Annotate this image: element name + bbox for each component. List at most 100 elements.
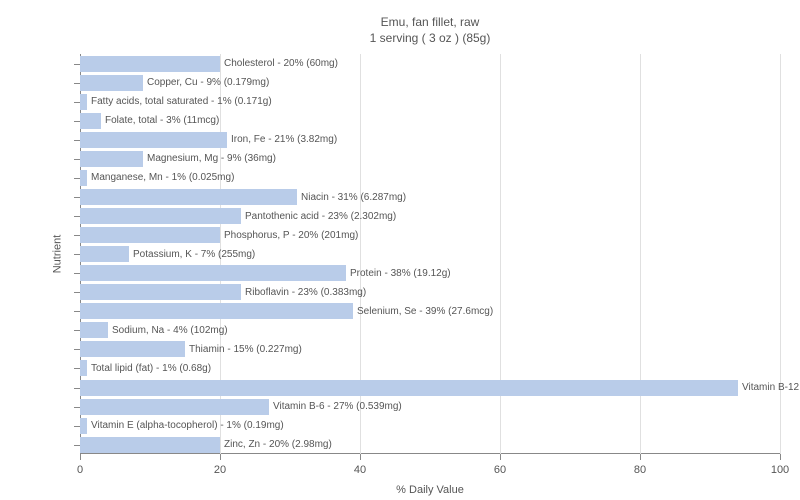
y-tick	[74, 197, 80, 198]
bar	[80, 284, 241, 300]
bar-row: Magnesium, Mg - 9% (36mg)	[80, 151, 276, 167]
bar-row: Sodium, Na - 4% (102mg)	[80, 322, 228, 338]
plot-area: Nutrient % Daily Value 020406080100Chole…	[80, 54, 780, 454]
y-tick	[74, 368, 80, 369]
bar-label: Folate, total - 3% (11mcg)	[105, 115, 219, 126]
bar-label: Manganese, Mn - 1% (0.025mg)	[91, 172, 234, 183]
x-axis-line	[80, 453, 780, 454]
y-tick	[74, 349, 80, 350]
y-tick	[74, 388, 80, 389]
y-tick	[74, 64, 80, 65]
bar	[80, 360, 87, 376]
bar-row: Potassium, K - 7% (255mg)	[80, 246, 255, 262]
x-tick-label: 60	[494, 464, 506, 476]
x-axis-title: % Daily Value	[396, 484, 464, 496]
bar-row: Selenium, Se - 39% (27.6mcg)	[80, 303, 493, 319]
y-tick	[74, 426, 80, 427]
bar-label: Magnesium, Mg - 9% (36mg)	[147, 153, 276, 164]
bar-row: Vitamin E (alpha-tocopherol) - 1% (0.19m…	[80, 418, 284, 434]
y-tick	[74, 83, 80, 84]
bar-row: Phosphorus, P - 20% (201mg)	[80, 227, 358, 243]
bar-row: Pantothenic acid - 23% (2.302mg)	[80, 208, 396, 224]
bar-row: Protein - 38% (19.12g)	[80, 265, 451, 281]
bar	[80, 303, 353, 319]
bar-row: Niacin - 31% (6.287mg)	[80, 189, 406, 205]
bar-label: Selenium, Se - 39% (27.6mcg)	[357, 306, 493, 317]
x-tick-label: 40	[354, 464, 366, 476]
y-tick	[74, 407, 80, 408]
bar-row: Cholesterol - 20% (60mg)	[80, 56, 338, 72]
x-tick	[500, 454, 501, 460]
bar-label: Pantothenic acid - 23% (2.302mg)	[245, 211, 396, 222]
y-tick	[74, 254, 80, 255]
y-tick	[74, 121, 80, 122]
bar-row: Total lipid (fat) - 1% (0.68g)	[80, 360, 211, 376]
y-tick	[74, 445, 80, 446]
x-tick-label: 0	[77, 464, 83, 476]
bar-label: Fatty acids, total saturated - 1% (0.171…	[91, 96, 272, 107]
bar-row: Vitamin B-12 - 94% (5.67mcg)	[80, 380, 800, 396]
x-tick	[640, 454, 641, 460]
y-tick	[74, 311, 80, 312]
bar	[80, 265, 346, 281]
bar-label: Riboflavin - 23% (0.383mg)	[245, 287, 366, 298]
bar	[80, 380, 738, 396]
x-tick-label: 20	[214, 464, 226, 476]
bar-label: Potassium, K - 7% (255mg)	[133, 249, 255, 260]
x-tick	[360, 454, 361, 460]
chart-title-line2: 1 serving ( 3 oz ) (85g)	[70, 31, 790, 47]
bar	[80, 418, 87, 434]
bar-row: Vitamin B-6 - 27% (0.539mg)	[80, 399, 402, 415]
chart-title-line1: Emu, fan fillet, raw	[70, 15, 790, 31]
bar-row: Iron, Fe - 21% (3.82mg)	[80, 132, 337, 148]
bar	[80, 113, 101, 129]
x-tick-label: 80	[634, 464, 646, 476]
x-tick	[220, 454, 221, 460]
bar	[80, 341, 185, 357]
bar-label: Phosphorus, P - 20% (201mg)	[224, 230, 358, 241]
bar	[80, 227, 220, 243]
bar	[80, 75, 143, 91]
bar-label: Sodium, Na - 4% (102mg)	[112, 325, 228, 336]
bar-row: Folate, total - 3% (11mcg)	[80, 113, 219, 129]
bar-label: Iron, Fe - 21% (3.82mg)	[231, 134, 337, 145]
bar	[80, 56, 220, 72]
bar	[80, 151, 143, 167]
bar-label: Vitamin B-6 - 27% (0.539mg)	[273, 401, 402, 412]
y-tick	[74, 330, 80, 331]
bar	[80, 132, 227, 148]
bar	[80, 208, 241, 224]
y-tick	[74, 140, 80, 141]
bar	[80, 322, 108, 338]
y-tick	[74, 102, 80, 103]
bar	[80, 246, 129, 262]
y-tick	[74, 235, 80, 236]
bar	[80, 437, 220, 453]
y-tick	[74, 178, 80, 179]
bar	[80, 94, 87, 110]
bar-row: Zinc, Zn - 20% (2.98mg)	[80, 437, 332, 453]
y-tick	[74, 273, 80, 274]
bar	[80, 170, 87, 186]
bar-row: Thiamin - 15% (0.227mg)	[80, 341, 302, 357]
x-tick	[780, 454, 781, 460]
y-tick	[74, 292, 80, 293]
bar	[80, 189, 297, 205]
chart-title-block: Emu, fan fillet, raw 1 serving ( 3 oz ) …	[70, 15, 790, 46]
y-axis-title: Nutrient	[51, 235, 63, 274]
x-tick-label: 100	[771, 464, 789, 476]
x-tick	[80, 454, 81, 460]
bar-label: Zinc, Zn - 20% (2.98mg)	[224, 439, 332, 450]
bar-label: Thiamin - 15% (0.227mg)	[189, 344, 302, 355]
y-tick	[74, 159, 80, 160]
bar-label: Protein - 38% (19.12g)	[350, 268, 451, 279]
bar-row: Riboflavin - 23% (0.383mg)	[80, 284, 366, 300]
y-tick	[74, 216, 80, 217]
bar-row: Manganese, Mn - 1% (0.025mg)	[80, 170, 234, 186]
bar-row: Copper, Cu - 9% (0.179mg)	[80, 75, 269, 91]
bar-label: Niacin - 31% (6.287mg)	[301, 192, 406, 203]
bar	[80, 399, 269, 415]
bar-label: Total lipid (fat) - 1% (0.68g)	[91, 363, 211, 374]
bar-label: Vitamin B-12 - 94% (5.67mcg)	[742, 382, 800, 393]
bar-label: Vitamin E (alpha-tocopherol) - 1% (0.19m…	[91, 420, 284, 431]
